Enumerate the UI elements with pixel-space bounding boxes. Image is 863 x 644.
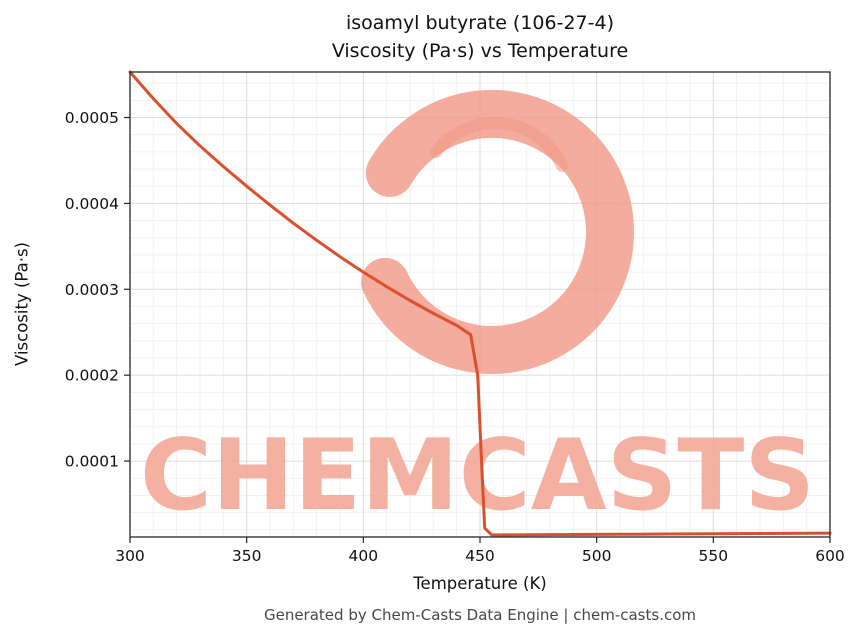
- x-tick-label: 450: [465, 547, 495, 565]
- y-axis-label: Viscosity (Pa·s): [12, 242, 32, 366]
- watermark-logo-ring: [361, 89, 634, 374]
- chart-title-line2: Viscosity (Pa·s) vs Temperature: [331, 39, 629, 62]
- watermark-logo-inner-swirl: [430, 116, 568, 172]
- x-tick-label: 550: [699, 547, 729, 565]
- chart-title: isoamyl butyrate (106-27-4) Viscosity (P…: [130, 10, 830, 65]
- y-tick-label: 0.0002: [65, 367, 119, 385]
- x-axis-label: Temperature (K): [413, 574, 547, 593]
- y-tick-label: 0.0003: [65, 281, 119, 299]
- watermark-text: CHEMCASTS: [140, 419, 815, 533]
- x-tick-label: 400: [349, 547, 379, 565]
- axis-tick-labels: 300 350 400 450 500 550 600 0.0001 0.0002 0.0003 0…: [65, 109, 845, 565]
- y-tick-label: 0.0004: [65, 195, 119, 213]
- axis-ticks: [124, 116, 831, 543]
- chart-title-line1: isoamyl butyrate (106-27-4): [345, 12, 614, 34]
- x-tick-label: 300: [115, 547, 145, 565]
- watermark-logo: [361, 89, 634, 374]
- x-tick-label: 500: [582, 547, 612, 565]
- series-line-viscosity-pa-s-: [128, 70, 832, 537]
- y-tick-label: 0.0001: [65, 453, 119, 471]
- y-tick-label: 0.0005: [65, 109, 119, 127]
- footer-credit: Generated by Chem-Casts Data Engine | ch…: [263, 606, 697, 624]
- x-tick-label: 350: [232, 547, 262, 565]
- x-tick-label: 600: [815, 547, 845, 565]
